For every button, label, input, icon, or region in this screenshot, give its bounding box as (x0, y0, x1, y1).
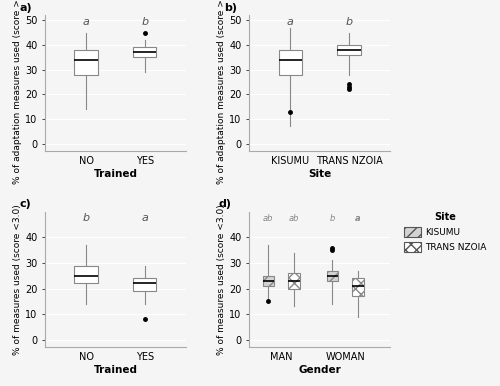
Text: c): c) (20, 199, 32, 209)
Text: b: b (82, 213, 89, 223)
Text: d): d) (218, 199, 231, 209)
Text: b: b (346, 17, 352, 27)
Y-axis label: % of adaptation measures used (score >3.4): % of adaptation measures used (score >3.… (13, 0, 22, 185)
X-axis label: Gender: Gender (298, 365, 341, 375)
Bar (74, 266, 98, 283)
Bar (352, 278, 364, 296)
Bar (288, 273, 300, 289)
Bar (337, 45, 360, 55)
Text: b: b (330, 214, 335, 223)
Text: a: a (287, 17, 294, 27)
Text: a: a (82, 17, 89, 27)
Bar (133, 278, 156, 291)
X-axis label: Trained: Trained (94, 169, 138, 179)
Bar (326, 271, 338, 281)
Text: ab: ab (288, 214, 299, 223)
Text: a): a) (20, 3, 32, 13)
Legend: KISUMU, TRANS NZOIA: KISUMU, TRANS NZOIA (402, 210, 489, 255)
Text: ab: ab (263, 214, 274, 223)
Text: a: a (355, 214, 361, 223)
X-axis label: Site: Site (308, 169, 331, 179)
X-axis label: Trained: Trained (94, 365, 138, 375)
Text: b): b) (224, 3, 237, 13)
Y-axis label: % of measures used (score <3.0): % of measures used (score <3.0) (218, 204, 226, 355)
Y-axis label: % of measures used (score <3.0): % of measures used (score <3.0) (13, 204, 22, 355)
Text: b: b (141, 17, 148, 27)
Bar (278, 50, 302, 74)
Text: a: a (142, 213, 148, 223)
Bar (133, 47, 156, 57)
Bar (262, 276, 274, 286)
Y-axis label: % of adaptation measures used (score >3.4): % of adaptation measures used (score >3.… (218, 0, 226, 185)
Bar (74, 50, 98, 74)
